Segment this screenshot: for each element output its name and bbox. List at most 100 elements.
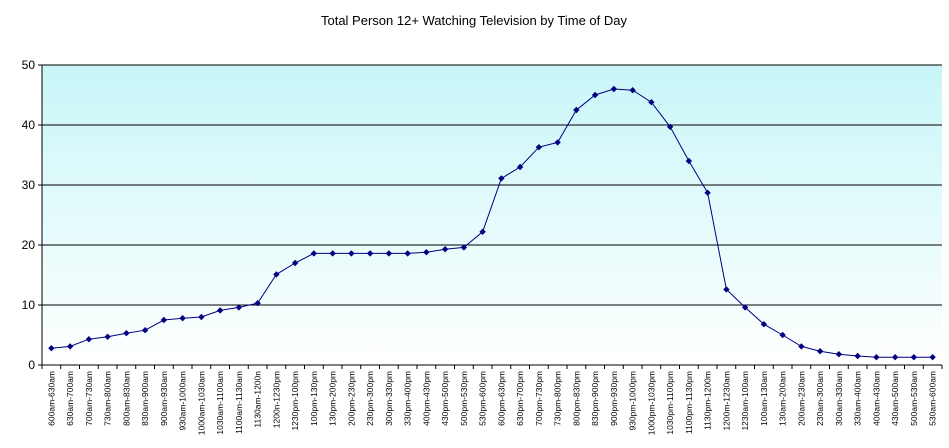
data-point	[629, 87, 636, 94]
y-tick-label: 0	[28, 358, 35, 372]
data-point	[666, 123, 674, 130]
data-point	[591, 91, 599, 99]
x-tick-label: 930pm-1000pm	[628, 371, 638, 431]
data-point	[516, 163, 524, 171]
x-tick-label: 1100am-1130am	[234, 371, 244, 434]
x-tick-label: 330pm-400pm	[403, 371, 413, 426]
x-tick-label: 800pm-830pm	[571, 371, 581, 426]
plot-area	[42, 65, 942, 365]
x-tick-label: 430am-500am	[890, 371, 900, 426]
x-tick-label: 530am-600am	[928, 371, 938, 426]
data-point	[554, 139, 561, 146]
y-tick-label: 10	[22, 298, 36, 312]
data-point	[273, 271, 280, 278]
x-tick-label: 900am-930am	[159, 371, 169, 426]
x-tick-label: 1130am-1200n	[253, 371, 263, 428]
x-tick-label: 100am-130am	[759, 371, 769, 426]
x-tick-label: 1100pm-1130pm	[684, 371, 694, 434]
data-point	[348, 250, 355, 257]
data-point	[854, 352, 861, 360]
data-point	[910, 354, 918, 361]
data-point	[235, 304, 243, 311]
x-tick-label: 730am-800am	[103, 371, 113, 426]
data-point	[385, 250, 393, 257]
x-tick-label: 300pm-330pm	[384, 371, 394, 426]
x-tick-label: 1200m-1230am	[721, 371, 731, 431]
data-point	[798, 343, 805, 350]
data-point	[498, 175, 505, 182]
data-point	[179, 315, 186, 322]
y-tick-label: 40	[22, 118, 36, 132]
data-point	[404, 250, 411, 257]
data-point	[441, 246, 449, 253]
data-point	[816, 348, 824, 355]
y-axis-tick-labels: 0 10 20 30 40 50	[22, 58, 36, 372]
x-tick-label: 130am-200am	[778, 371, 788, 426]
data-point	[216, 307, 224, 314]
x-tick-label: 500am-530am	[909, 371, 919, 426]
x-tick-label: 100pm-130pm	[309, 371, 319, 426]
data-point	[535, 144, 543, 151]
chart-title: Total Person 12+ Watching Television by …	[321, 13, 628, 28]
y-tick-label: 20	[22, 238, 36, 252]
x-tick-label: 330am-400am	[853, 371, 863, 426]
x-tick-label: 230am-300am	[815, 371, 825, 426]
data-point	[141, 327, 149, 334]
data-point	[160, 316, 168, 324]
data-point	[291, 259, 299, 267]
x-tick-label: 630pm-700pm	[515, 371, 525, 426]
data-point	[329, 250, 336, 257]
data-point	[929, 354, 936, 361]
x-tick-label: 130pm-200pm	[328, 371, 338, 426]
x-tick-label: 1230pm-100pm	[290, 371, 300, 431]
data-point	[835, 351, 843, 358]
y-tick-label: 30	[22, 178, 36, 192]
x-tick-label: 500pm-530pm	[459, 371, 469, 426]
x-tick-label: 1230am-100am	[740, 371, 750, 431]
x-tick-label: 1200n-1230pm	[271, 371, 281, 428]
data-point	[573, 106, 580, 114]
x-tick-label: 600pm-630pm	[496, 371, 506, 426]
data-point	[723, 286, 730, 293]
x-tick-label: 200am-230am	[796, 371, 806, 426]
x-tick-label: 200pm-230pm	[346, 371, 356, 426]
x-tick-label: 630am-700am	[65, 371, 75, 426]
x-tick-label: 600am-630am	[46, 371, 56, 426]
x-tick-label: 830am-900am	[140, 371, 150, 426]
data-point	[423, 249, 430, 256]
x-tick-label: 1000pm-1030pm	[646, 371, 656, 435]
data-point	[741, 304, 749, 311]
x-tick-label: 700am-730am	[84, 371, 94, 426]
y-tick-label: 50	[22, 58, 36, 72]
data-point	[873, 354, 880, 361]
x-tick-label: 830pm-900pm	[590, 371, 600, 426]
series-line	[51, 88, 933, 358]
x-tick-label: 900pm-930pm	[609, 371, 619, 426]
x-tick-label: 800am-830am	[121, 371, 131, 426]
data-point	[254, 300, 261, 307]
x-tick-label: 700pm-730pm	[534, 371, 544, 426]
data-point	[479, 228, 486, 235]
x-tick-label: 430pm-500pm	[440, 371, 450, 426]
data-point	[198, 313, 205, 321]
x-tick-label: 400pm-430pm	[421, 371, 431, 426]
x-tick-label: 730pm-800pm	[553, 371, 563, 426]
data-point	[704, 189, 711, 196]
x-tick-label: 1000am-1030am	[196, 371, 206, 435]
x-tick-label: 1030am-1100am	[215, 371, 225, 435]
data-point	[610, 85, 618, 93]
data-point	[760, 321, 768, 328]
x-tick-label: 230pm-300pm	[365, 371, 375, 426]
gridlines	[42, 64, 942, 306]
data-point	[48, 345, 55, 352]
data-point	[85, 336, 93, 343]
series-layer	[48, 85, 936, 361]
data-point	[779, 331, 786, 339]
data-point	[460, 244, 468, 251]
x-tick-label: 300am-330am	[834, 371, 844, 426]
x-tick-label: 930am-1000am	[178, 371, 188, 431]
data-point	[366, 250, 374, 257]
x-tick-label: 1130pm-1200m	[703, 371, 713, 430]
